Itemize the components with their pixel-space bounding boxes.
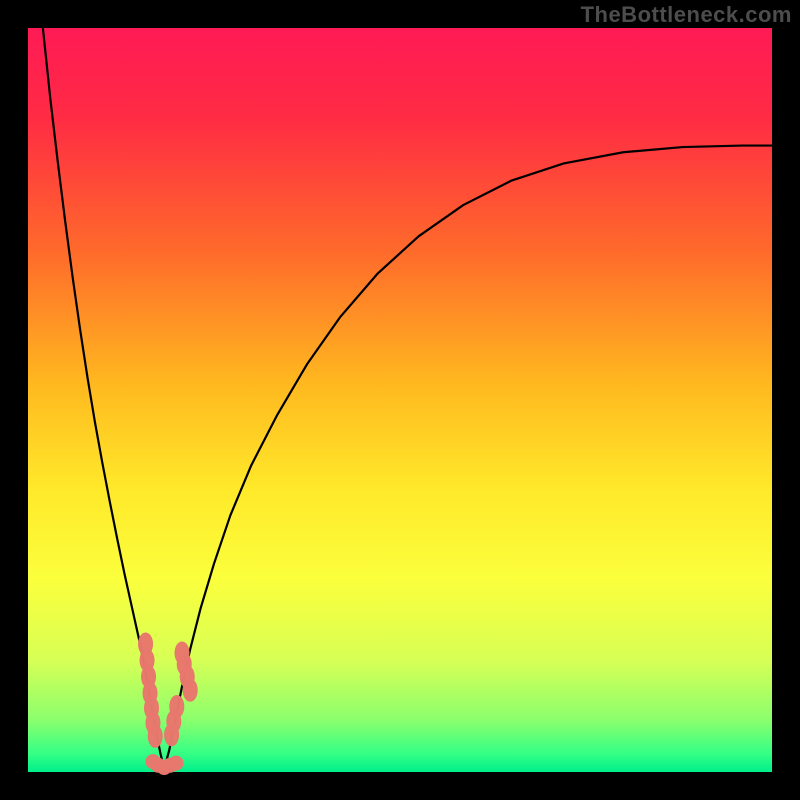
- chart-frame: TheBottleneck.com: [0, 0, 800, 800]
- watermark-text: TheBottleneck.com: [581, 2, 792, 28]
- data-marker: [146, 755, 160, 769]
- data-marker: [183, 679, 197, 701]
- data-marker: [169, 756, 183, 770]
- data-marker: [148, 725, 162, 747]
- data-marker: [165, 724, 179, 746]
- chart-svg: [0, 0, 800, 800]
